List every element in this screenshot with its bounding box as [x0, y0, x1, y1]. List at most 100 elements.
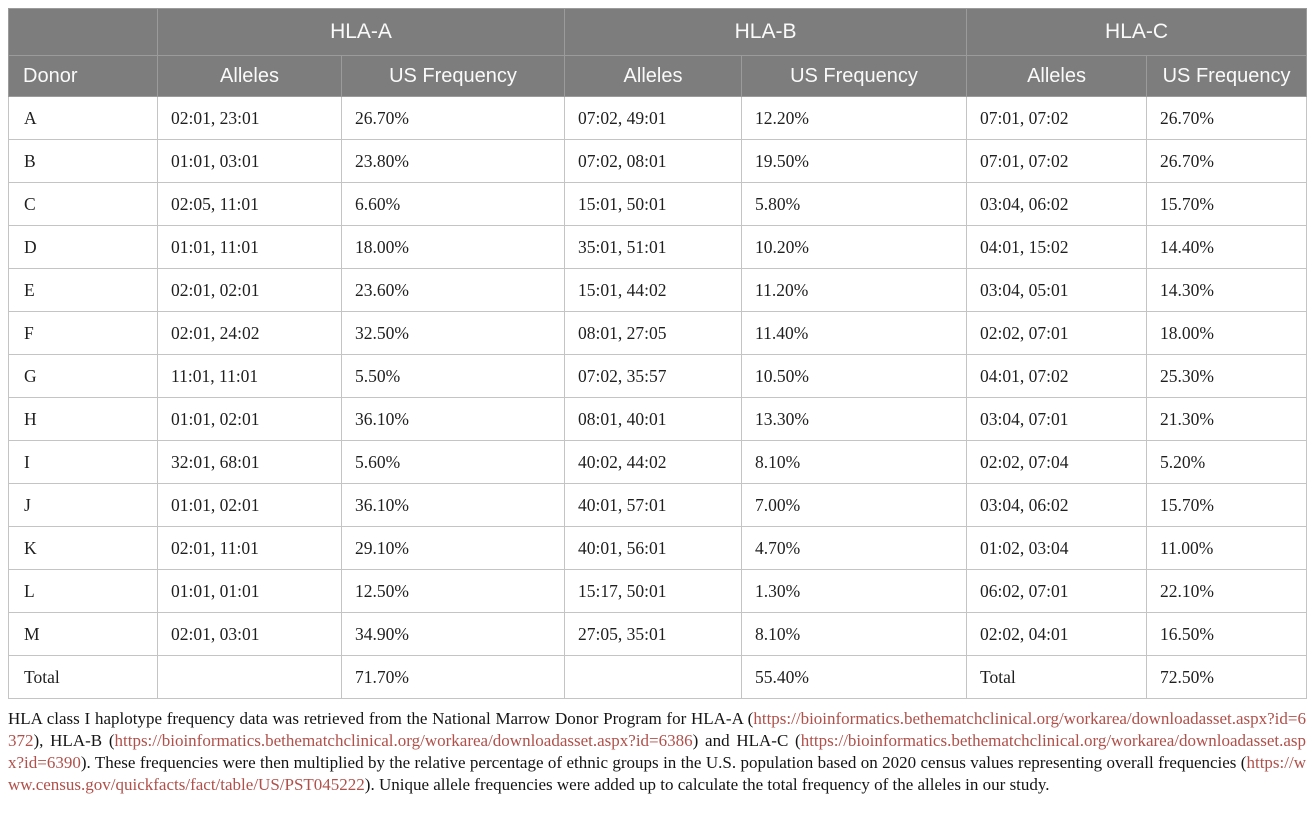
data-cell: 07:02, 35:57 [564, 354, 743, 398]
donor-cell: I [8, 440, 158, 484]
data-cell: 23.80% [340, 139, 566, 183]
column-header-alleles-a: Alleles [157, 55, 342, 97]
table-row: G 11:01, 11:01 5.50% 07:02, 35:57 10.50% 04:0… [8, 354, 1308, 398]
data-cell: 27:05, 35:01 [564, 612, 743, 656]
table-row: F 02:01, 24:02 32.50% 08:01, 27:05 11.40% 02:… [8, 311, 1308, 355]
data-cell: 19.50% [741, 139, 968, 183]
footnote-text: HLA class I haplotype frequency data was… [8, 709, 754, 728]
table-row: M 02:01, 03:01 34.90% 27:05, 35:01 8.10% 02:0… [8, 612, 1308, 656]
data-cell [564, 655, 743, 699]
footnote-link[interactable]: https://www.census.gov/quickfacts/fact/t… [8, 752, 1306, 794]
data-cell: 35:01, 51:01 [564, 225, 743, 269]
data-cell: 15.70% [1146, 483, 1308, 527]
footnote-text: ), HLA-B ( [33, 730, 115, 750]
data-cell: 34.90% [340, 612, 566, 656]
column-header-donor: Donor [8, 55, 158, 97]
data-cell: 13.30% [741, 397, 968, 441]
group-header-hla-a: HLA-A [156, 8, 566, 56]
corner-cell [8, 8, 158, 56]
data-cell: 03:04, 06:02 [966, 182, 1148, 226]
data-cell: 5.20% [1146, 440, 1308, 484]
data-cell: 08:01, 40:01 [564, 397, 743, 441]
footnote-text: ). Unique allele frequencies were added … [364, 774, 1050, 794]
donor-cell: H [8, 397, 158, 441]
data-cell: Total [966, 655, 1148, 699]
data-cell: 02:02, 07:04 [966, 440, 1148, 484]
footnote: HLA class I haplotype frequency data was… [8, 708, 1306, 796]
data-cell: 15:01, 50:01 [564, 182, 743, 226]
donor-cell: L [8, 569, 158, 613]
data-cell: 15:17, 50:01 [564, 569, 743, 613]
donor-cell: B [8, 139, 158, 183]
data-cell: 08:01, 27:05 [564, 311, 743, 355]
data-cell: 02:01, 03:01 [157, 612, 342, 656]
data-cell: 26.70% [1146, 139, 1308, 183]
data-cell: 6.60% [340, 182, 566, 226]
data-cell: 72.50% [1146, 655, 1308, 699]
data-cell: 02:01, 23:01 [157, 96, 342, 140]
data-cell: 15.70% [1146, 182, 1308, 226]
data-cell: 07:01, 07:02 [966, 96, 1148, 140]
footnote-link[interactable]: https://bioinformatics.bethematchclinica… [8, 709, 1306, 750]
column-header-usfreq-c: US Frequency [1146, 55, 1308, 97]
data-cell: 01:01, 11:01 [157, 225, 342, 269]
column-header-usfreq-a: US Frequency [340, 55, 566, 97]
data-cell: 14.40% [1146, 225, 1308, 269]
column-header-alleles-b: Alleles [564, 55, 743, 97]
column-header-usfreq-b: US Frequency [741, 55, 968, 97]
data-cell: 26.70% [1146, 96, 1308, 140]
data-cell: 01:01, 02:01 [157, 397, 342, 441]
table-row: K 02:01, 11:01 29.10% 40:01, 56:01 4.70% 01:0… [8, 526, 1308, 570]
footnote-text: ) and HLA-C ( [692, 730, 801, 750]
table-row: H 01:01, 02:01 36.10% 08:01, 40:01 13.30% 03:… [8, 397, 1308, 441]
column-header-alleles-c: Alleles [966, 55, 1148, 97]
data-cell: 04:01, 15:02 [966, 225, 1148, 269]
data-cell: 5.60% [340, 440, 566, 484]
column-header-row: Donor Alleles US Frequency Alleles US Fr… [8, 55, 1308, 97]
footnote-link[interactable]: https://bioinformatics.bethematchclinica… [114, 730, 693, 750]
data-cell: 15:01, 44:02 [564, 268, 743, 312]
data-cell: 7.00% [741, 483, 968, 527]
donor-cell: Total [8, 655, 158, 699]
donor-cell: A [8, 96, 158, 140]
data-cell: 11.00% [1146, 526, 1308, 570]
group-header-hla-c: HLA-C [966, 8, 1308, 56]
data-cell: 5.50% [340, 354, 566, 398]
data-cell: 36.10% [340, 397, 566, 441]
data-cell: 40:02, 44:02 [564, 440, 743, 484]
donor-cell: F [8, 311, 158, 355]
table-body: A 02:01, 23:01 26.70% 07:02, 49:01 12.20% 07:… [8, 96, 1308, 699]
hla-frequency-table: HLA-A HLA-B HLA-C Donor Alleles US Frequ… [8, 8, 1308, 699]
table-row: E 02:01, 02:01 23.60% 15:01, 44:02 11.20% 03:… [8, 268, 1308, 312]
donor-cell: J [8, 483, 158, 527]
data-cell: 02:01, 11:01 [157, 526, 342, 570]
data-cell: 21.30% [1146, 397, 1308, 441]
group-header-row: HLA-A HLA-B HLA-C [8, 8, 1308, 56]
data-cell: 03:04, 05:01 [966, 268, 1148, 312]
data-cell: 32.50% [340, 311, 566, 355]
data-cell: 10.20% [741, 225, 968, 269]
data-cell: 4.70% [741, 526, 968, 570]
data-cell: 18.00% [1146, 311, 1308, 355]
data-cell: 55.40% [741, 655, 968, 699]
data-cell: 02:01, 24:02 [157, 311, 342, 355]
data-cell: 02:02, 04:01 [966, 612, 1148, 656]
data-cell: 40:01, 57:01 [564, 483, 743, 527]
data-cell: 16.50% [1146, 612, 1308, 656]
data-cell: 23.60% [340, 268, 566, 312]
table-row: B 01:01, 03:01 23.80% 07:02, 08:01 19.50% 07:… [8, 139, 1308, 183]
data-cell: 12.20% [741, 96, 968, 140]
data-cell: 10.50% [741, 354, 968, 398]
table-row: C 02:05, 11:01 6.60% 15:01, 50:01 5.80% 03:04… [8, 182, 1308, 226]
table-header: HLA-A HLA-B HLA-C Donor Alleles US Frequ… [8, 8, 1308, 97]
data-cell: 07:01, 07:02 [966, 139, 1148, 183]
data-cell: 03:04, 07:01 [966, 397, 1148, 441]
data-cell: 36.10% [340, 483, 566, 527]
table-row: I 32:01, 68:01 5.60% 40:02, 44:02 8.10% 02:02… [8, 440, 1308, 484]
data-cell: 01:02, 03:04 [966, 526, 1148, 570]
data-cell: 04:01, 07:02 [966, 354, 1148, 398]
footnote-link[interactable]: https://bioinformatics.bethematchclinica… [8, 730, 1306, 772]
data-cell: 18.00% [340, 225, 566, 269]
data-cell: 01:01, 01:01 [157, 569, 342, 613]
data-cell: 40:01, 56:01 [564, 526, 743, 570]
